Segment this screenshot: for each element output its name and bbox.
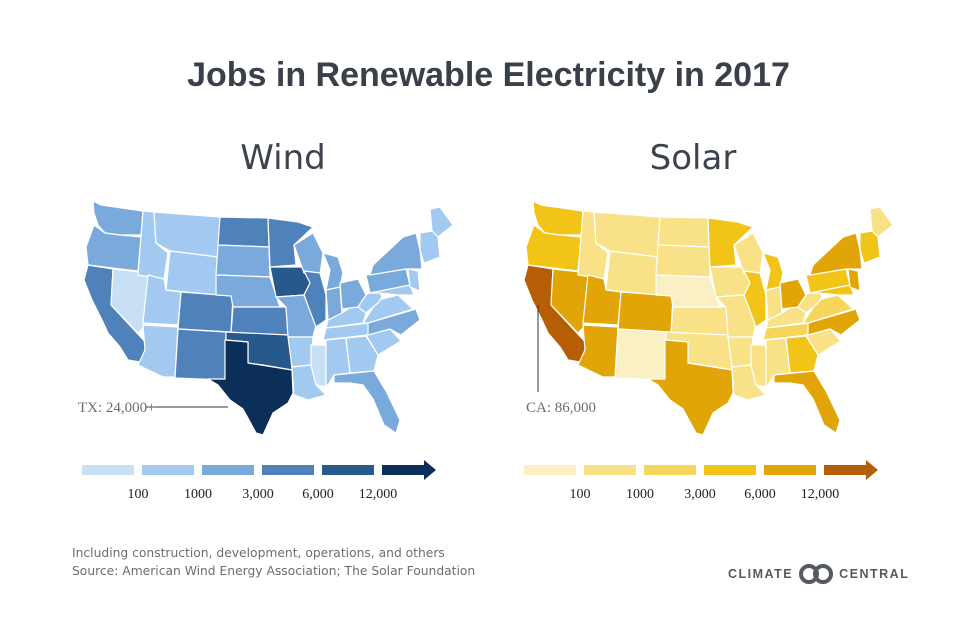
wind-state-sd (215, 244, 271, 278)
wind-state-fl (333, 370, 401, 434)
solar-legend: 100 1000 3,000 6,000 12,000 (524, 460, 878, 502)
wind-legend-swatch (322, 465, 374, 475)
solar-legend-label: 3,000 (684, 487, 716, 502)
wind-legend-label: 1000 (184, 487, 212, 502)
wind-state-co (177, 291, 234, 333)
wind-legend-label: 6,000 (302, 487, 334, 502)
solar-legend-swatch (584, 465, 636, 475)
wind-state-ne6 (419, 230, 441, 264)
wind-choropleth-map (83, 200, 454, 436)
climate-central-rings-icon (799, 564, 834, 584)
wind-state-nc (367, 308, 421, 336)
solar-legend-label: 100 (570, 487, 591, 502)
solar-callout-label: CA: 86,000 (526, 400, 597, 416)
solar-state-il (743, 270, 767, 328)
wind-state-ny (369, 232, 423, 276)
wind-state-az (137, 324, 179, 378)
wind-legend-label: 100 (128, 487, 149, 502)
logo-text-left: CLIMATE (728, 567, 794, 581)
wind-state-nd (217, 216, 270, 248)
solar-legend-swatch (704, 465, 756, 475)
solar-state-fl (773, 370, 841, 434)
solar-state-ms (750, 344, 767, 388)
solar-state-ga (785, 335, 819, 374)
climate-central-logo: CLIMATE CENTRAL (728, 562, 909, 586)
solar-legend-label: 6,000 (744, 487, 776, 502)
wind-legend-swatch (202, 465, 254, 475)
solar-map-title: Solar (649, 138, 737, 178)
solar-state-wy (605, 250, 659, 296)
solar-state-md (809, 284, 855, 296)
solar-state-nd (657, 216, 710, 248)
solar-legend-swatch (764, 465, 816, 475)
wind-callout-label: TX: 24,000+ (78, 400, 156, 416)
wind-legend-label: 12,000 (359, 487, 398, 502)
solar-state-sd (655, 244, 711, 278)
solar-state-nc (807, 308, 861, 336)
wind-state-nm (174, 328, 227, 381)
solar-state-me (869, 206, 894, 238)
wind-state-wy (165, 250, 219, 296)
footnote: Including construction, development, ope… (72, 546, 445, 560)
wind-legend-swatch (82, 465, 134, 475)
wind-state-il (303, 270, 327, 328)
solar-state-ne6 (859, 230, 881, 264)
solar-state-nj (847, 268, 861, 292)
wind-state-ga (345, 335, 379, 374)
wind-state-md (369, 284, 415, 296)
logo-text-right: CENTRAL (839, 567, 910, 581)
wind-state-nj (407, 268, 421, 292)
wind-legend-swatch (262, 465, 314, 475)
solar-state-az (577, 324, 619, 378)
wind-state-ks (230, 306, 289, 336)
wind-legend: 100 1000 3,000 6,000 12,000 (82, 460, 436, 502)
solar-state-nm (614, 328, 667, 381)
source-note: Source: American Wind Energy Association… (72, 564, 476, 578)
solar-state-co (617, 291, 674, 333)
solar-legend-label: 12,000 (801, 487, 840, 502)
solar-legend-label: 1000 (626, 487, 654, 502)
wind-legend-label: 3,000 (242, 487, 274, 502)
solar-choropleth-map (523, 200, 894, 436)
solar-state-ny (809, 232, 863, 276)
solar-state-ks (670, 306, 729, 336)
wind-state-ms (310, 344, 327, 388)
wind-legend-swatch (142, 465, 194, 475)
wind-state-ar (287, 336, 314, 368)
solar-legend-swatch (524, 465, 576, 475)
solar-legend-swatch (644, 465, 696, 475)
solar-state-ar (727, 336, 754, 368)
wind-state-me (429, 206, 454, 238)
solar-state-wi (733, 232, 764, 276)
solar-legend-arrow (824, 460, 878, 480)
infographic-title: Jobs in Renewable Electricity in 2017 (187, 56, 790, 94)
wind-legend-arrow (382, 460, 436, 480)
wind-state-wi (293, 232, 324, 276)
wind-state-tx (207, 339, 294, 436)
wind-map-title: Wind (240, 138, 326, 178)
solar-state-tx (647, 339, 734, 436)
